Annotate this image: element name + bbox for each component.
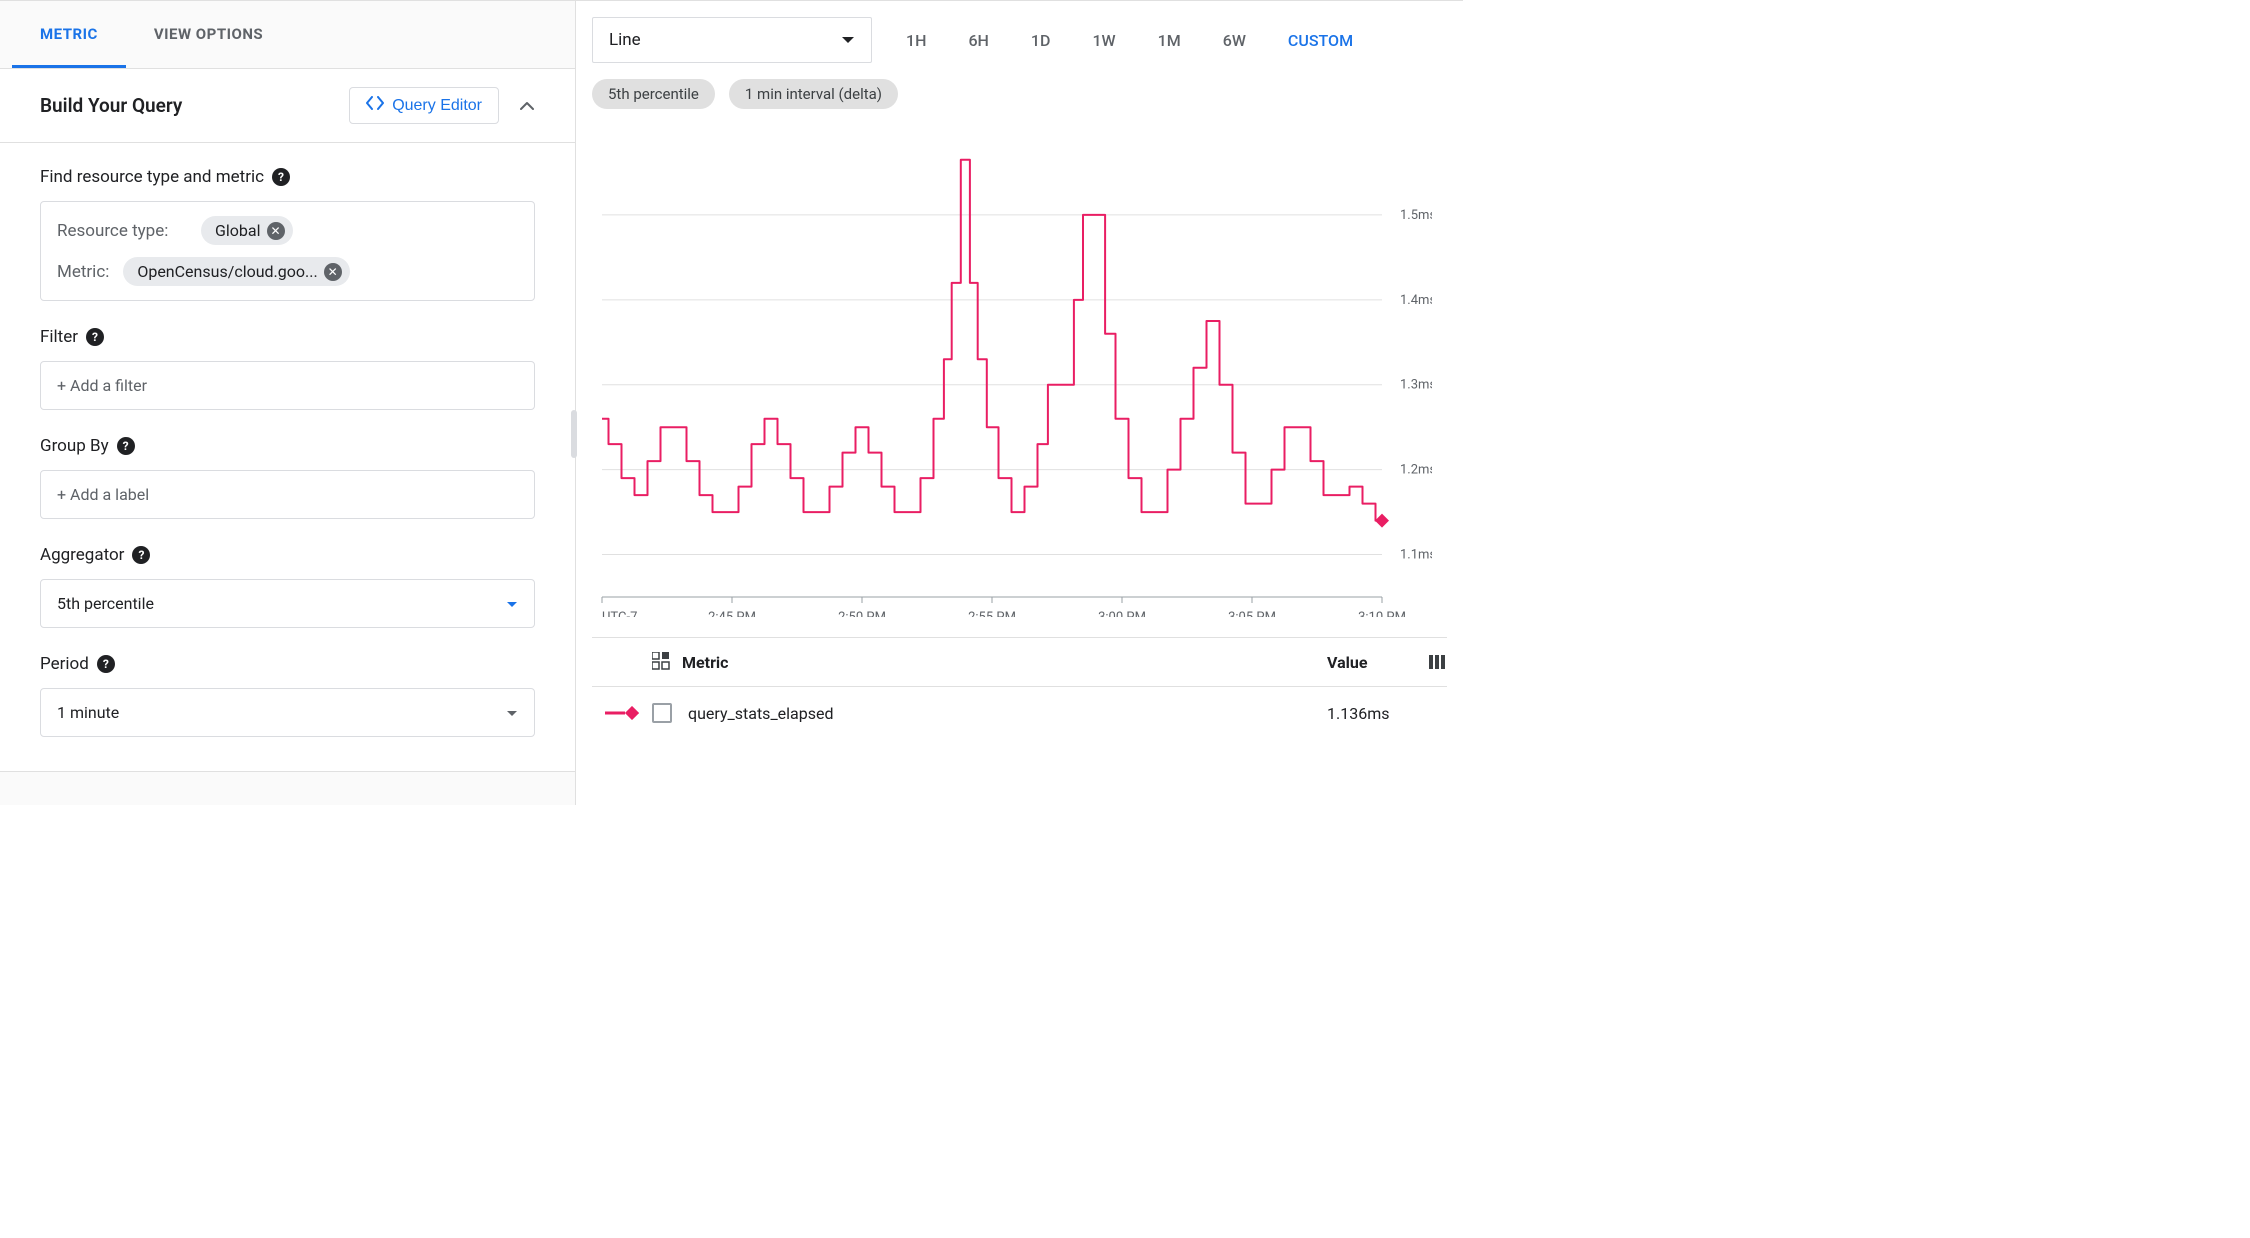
groupby-label: Group By ?	[40, 436, 535, 456]
series-value: 1.136ms	[1327, 704, 1417, 723]
svg-text:1.1ms: 1.1ms	[1400, 548, 1432, 563]
period-label: Period ?	[40, 654, 535, 674]
groupby-label-text: Group By	[40, 436, 109, 456]
filter-label-text: Filter	[40, 327, 78, 347]
legend-row[interactable]: query_stats_elapsed 1.136ms	[592, 686, 1447, 739]
aggregator-label: Aggregator ?	[40, 545, 535, 565]
svg-text:UTC-7: UTC-7	[602, 610, 637, 617]
aggregator-value: 5th percentile	[57, 594, 154, 613]
query-editor-label: Query Editor	[392, 97, 482, 115]
period-value: 1 minute	[57, 703, 119, 722]
query-builder-panel: METRIC VIEW OPTIONS Build Your Query Que…	[0, 1, 576, 805]
period-label-text: Period	[40, 654, 89, 674]
help-icon[interactable]: ?	[132, 546, 150, 564]
svg-text:1.3ms: 1.3ms	[1400, 378, 1432, 393]
period-select[interactable]: 1 minute	[40, 688, 535, 737]
help-icon[interactable]: ?	[117, 437, 135, 455]
svg-text:2:45 PM: 2:45 PM	[708, 610, 756, 617]
range-button-1m[interactable]: 1M	[1138, 21, 1201, 60]
columns-icon[interactable]	[1427, 653, 1447, 671]
resource-metric-box: Resource type: Global ✕ Metric: OpenCens…	[40, 201, 535, 301]
resource-type-chip[interactable]: Global ✕	[201, 216, 293, 245]
metric-chip[interactable]: OpenCensus/cloud.goo... ✕	[123, 257, 349, 286]
range-button-custom[interactable]: CUSTOM	[1268, 21, 1373, 60]
remove-resource-type[interactable]: ✕	[267, 222, 285, 240]
aggregator-pill: 5th percentile	[592, 79, 715, 109]
tab-metric[interactable]: METRIC	[12, 1, 126, 68]
filter-label: Filter ?	[40, 327, 535, 347]
query-editor-button[interactable]: Query Editor	[349, 87, 499, 124]
svg-text:2:55 PM: 2:55 PM	[968, 610, 1016, 617]
aggregator-label-text: Aggregator	[40, 545, 124, 565]
legend: Metric Value query_stats_elapsed 1.136ms	[592, 637, 1447, 739]
build-query-section: Build Your Query Query Editor Find res	[0, 69, 575, 772]
time-range-list: 1H6H1D1W1M6WCUSTOM	[886, 21, 1373, 60]
remove-metric[interactable]: ✕	[324, 263, 342, 281]
interval-pill: 1 min interval (delta)	[729, 79, 898, 109]
svg-text:3:05 PM: 3:05 PM	[1228, 610, 1276, 617]
metrics-line-chart[interactable]: 1.1ms 1.2ms 1.3ms 1.4ms 1.5ms 2:45 PM 2:50 PM 2…	[592, 117, 1432, 617]
metric-key: Metric:	[57, 262, 109, 282]
code-icon	[366, 96, 384, 115]
chevron-down-icon	[841, 30, 855, 50]
grid-view-icon[interactable]	[652, 652, 672, 672]
filter-input[interactable]: + Add a filter	[40, 361, 535, 410]
metric-value: OpenCensus/cloud.goo...	[137, 262, 317, 281]
aggregator-select[interactable]: 5th percentile	[40, 579, 535, 628]
series-name: query_stats_elapsed	[688, 704, 1327, 723]
svg-text:3:10 PM: 3:10 PM	[1358, 610, 1406, 617]
svg-text:3:00 PM: 3:00 PM	[1098, 610, 1146, 617]
resource-type-key: Resource type:	[57, 221, 187, 241]
range-button-1d[interactable]: 1D	[1011, 21, 1071, 60]
help-icon[interactable]: ?	[272, 168, 290, 186]
range-button-6h[interactable]: 6H	[948, 21, 1008, 60]
svg-text:1.5ms: 1.5ms	[1400, 208, 1432, 223]
legend-value-header: Value	[1327, 653, 1417, 672]
svg-text:2:50 PM: 2:50 PM	[838, 610, 886, 617]
chart-type-value: Line	[609, 30, 641, 50]
collapse-button[interactable]	[519, 98, 535, 114]
find-label-text: Find resource type and metric	[40, 167, 264, 187]
svg-text:1.4ms: 1.4ms	[1400, 293, 1432, 308]
left-tabs: METRIC VIEW OPTIONS	[0, 1, 575, 69]
legend-metric-header: Metric	[682, 653, 729, 672]
chart-type-select[interactable]: Line	[592, 17, 872, 63]
help-icon[interactable]: ?	[97, 655, 115, 673]
section-title: Build Your Query	[40, 94, 182, 117]
svg-text:1.2ms: 1.2ms	[1400, 463, 1432, 478]
chart-panel: Line 1H6H1D1W1M6WCUSTOM 5th percentile 1…	[576, 1, 1463, 805]
help-icon[interactable]: ?	[86, 328, 104, 346]
find-label: Find resource type and metric ?	[40, 167, 535, 187]
series-marker-icon	[592, 706, 652, 720]
resource-type-value: Global	[215, 221, 261, 240]
groupby-input[interactable]: + Add a label	[40, 470, 535, 519]
range-button-1h[interactable]: 1H	[886, 21, 946, 60]
series-checkbox[interactable]	[652, 703, 672, 723]
range-button-6w[interactable]: 6W	[1203, 21, 1266, 60]
chevron-down-icon	[506, 703, 518, 722]
chevron-down-icon	[506, 594, 518, 613]
range-button-1w[interactable]: 1W	[1072, 21, 1135, 60]
tab-view-options[interactable]: VIEW OPTIONS	[126, 1, 291, 68]
